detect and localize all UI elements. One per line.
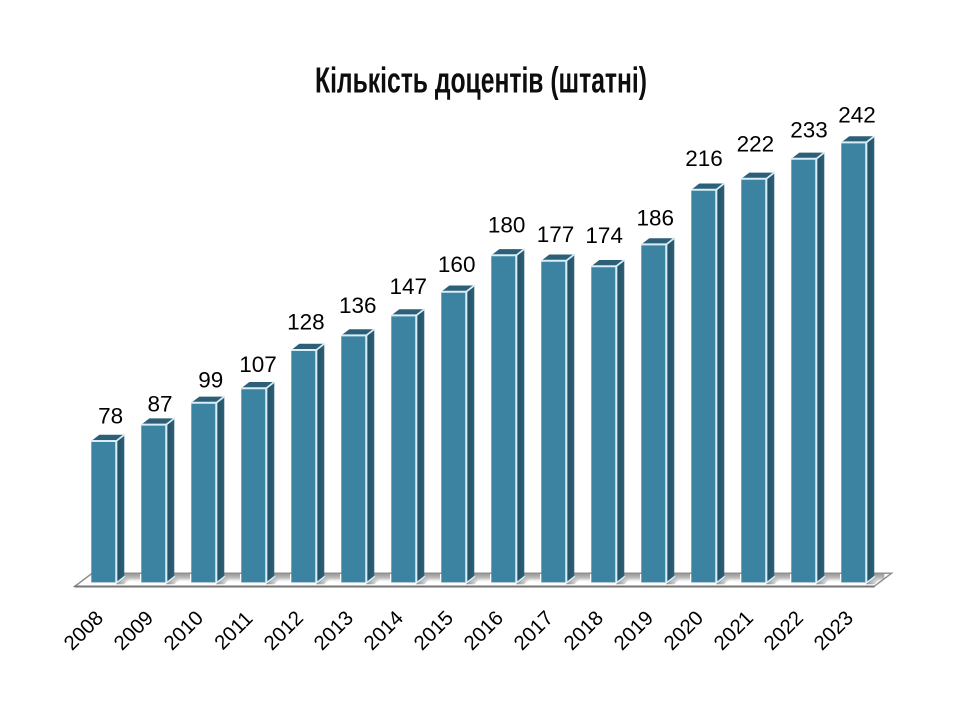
svg-text:Кількість доцентів (штатні): Кількість доцентів (штатні): [315, 60, 647, 101]
svg-text:216: 216: [685, 146, 723, 171]
svg-text:147: 147: [390, 274, 428, 299]
svg-text:233: 233: [790, 118, 828, 143]
svg-text:78: 78: [98, 404, 123, 429]
svg-text:186: 186: [637, 206, 675, 231]
svg-text:107: 107: [239, 352, 277, 377]
svg-text:222: 222: [737, 132, 775, 157]
svg-text:136: 136: [339, 293, 377, 318]
svg-text:160: 160: [438, 252, 476, 277]
svg-text:242: 242: [838, 102, 876, 127]
svg-text:180: 180: [488, 212, 526, 237]
svg-text:128: 128: [287, 310, 325, 335]
svg-text:87: 87: [147, 392, 172, 417]
svg-text:174: 174: [585, 223, 623, 248]
svg-text:99: 99: [198, 368, 223, 393]
svg-text:177: 177: [537, 222, 575, 247]
